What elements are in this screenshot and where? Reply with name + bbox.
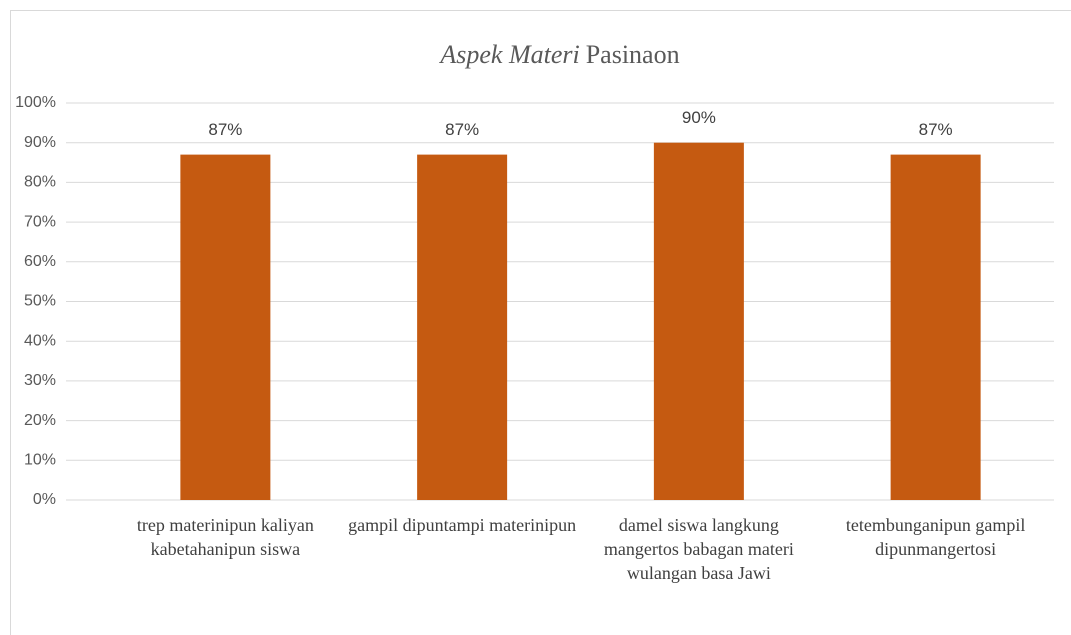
data-label: 87% — [208, 120, 242, 139]
y-tick-label: 70% — [24, 213, 56, 230]
y-tick-label: 90% — [24, 134, 56, 151]
title-italic: Aspek Materi — [438, 40, 579, 69]
x-tick-label: trep materinipun kaliyan kabetahanipun si… — [137, 515, 314, 559]
y-tick-label: 10% — [24, 452, 56, 469]
label-line: trep materinipun kaliyan — [137, 515, 314, 535]
x-tick-label: gampil dipuntampi materinipun — [348, 515, 576, 535]
label-line: damel siswa langkung — [619, 515, 779, 535]
data-label: 90% — [682, 108, 716, 127]
bar — [890, 154, 981, 501]
y-tick-label: 100% — [15, 94, 56, 111]
y-tick-label: 80% — [24, 174, 56, 191]
y-tick-label: 0% — [33, 491, 56, 508]
label-line: kabetahanipun siswa — [151, 539, 300, 559]
y-tick-label: 20% — [24, 412, 56, 429]
data-label: 87% — [919, 120, 953, 139]
bar — [180, 154, 271, 501]
title-regular: Pasinaon — [586, 40, 680, 69]
label-line: mangertos babagan materi — [604, 539, 794, 559]
data-label: 87% — [445, 120, 479, 139]
y-tick-label: 60% — [24, 253, 56, 270]
label-line: dipunmangertosi — [875, 539, 996, 559]
x-tick-label: tetembunganipun gampil dipunmangertosi — [846, 515, 1025, 559]
chart-title: Aspek Materi Pasinaon — [438, 40, 679, 69]
y-tick-label: 30% — [24, 372, 56, 389]
bar — [417, 154, 508, 501]
bar — [653, 142, 744, 500]
chart-border — [10, 10, 1071, 635]
label-line: tetembunganipun gampil — [846, 515, 1025, 535]
label-line: wulangan basa Jawi — [627, 563, 771, 583]
label-line: gampil dipuntampi materinipun — [348, 515, 576, 535]
y-tick-label: 40% — [24, 332, 56, 349]
x-tick-label: damel siswa langkung mangertos babagan ma… — [604, 515, 794, 583]
y-tick-label: 50% — [24, 293, 56, 310]
